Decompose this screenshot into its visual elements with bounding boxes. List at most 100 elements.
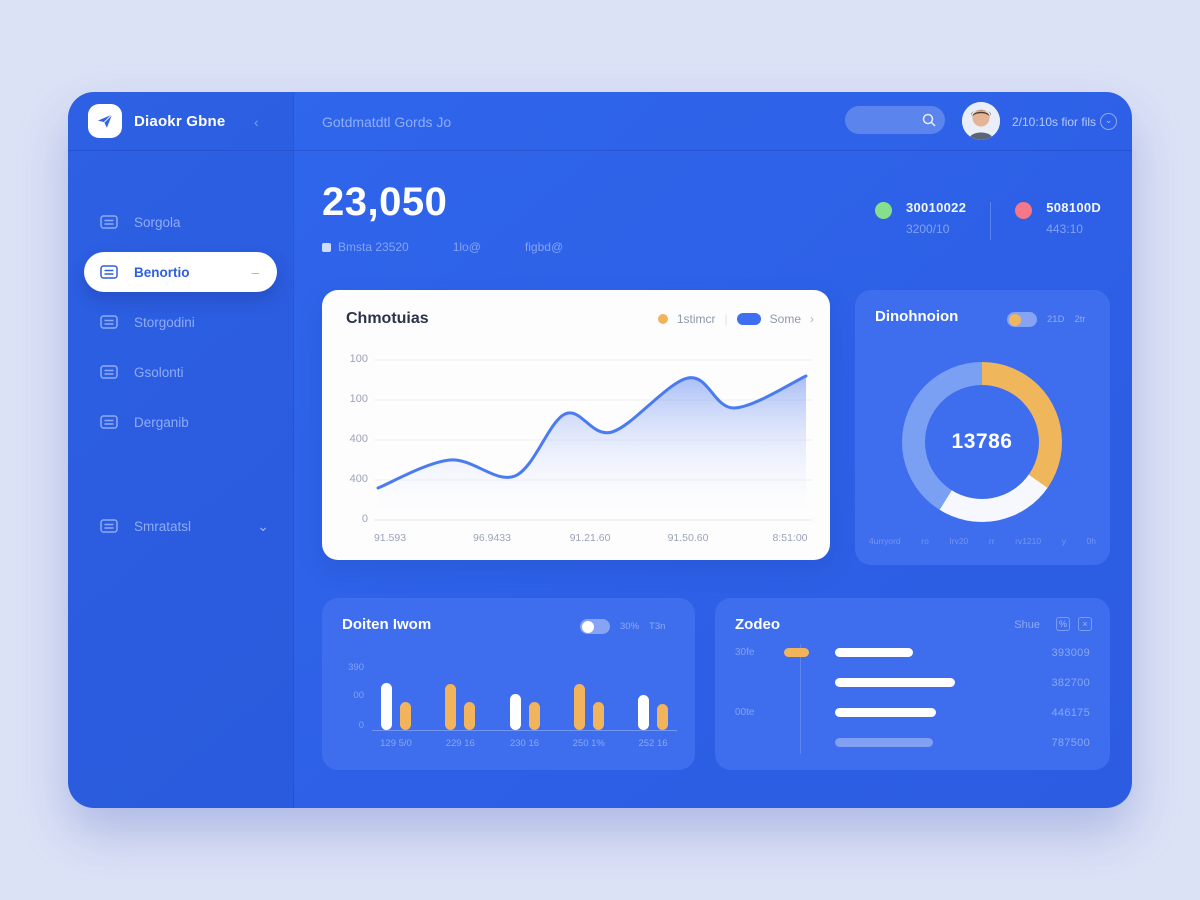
toggle-label: 21D [1047,314,1065,325]
sidebar-item-label: Gsolonti [134,364,184,380]
donut-footer-label: y [1061,536,1066,546]
donut-footer-label: 0h [1086,536,1096,546]
kpi-value: 23,050 [322,180,448,224]
toggle-label: 2tr [1074,314,1086,325]
sidebar-item-label: Benortio [134,264,190,280]
menu-icon [100,315,118,329]
row-progress-bar [835,648,913,657]
toggle-knob [1008,313,1021,326]
bar-pair [381,658,411,730]
bar-group-label: 230 16 [509,738,540,749]
stat-texts: 508100D 443:10 [1046,200,1101,236]
kpi-substat-text: 1lo@ [452,240,481,254]
row-value: 787500 [1051,737,1090,749]
list-item[interactable]: 382700 [735,668,1090,698]
list-item[interactable]: 787500 [735,728,1090,758]
y-tick-label: 0 [361,513,368,525]
logo-row: Diaokr Gbne [88,104,225,138]
list-item[interactable]: 00te 446175 [735,698,1090,728]
tall-bar [638,695,649,730]
bar-group-label: 252 16 [638,738,668,749]
collapse-icon[interactable]: ‹ [254,114,259,130]
bar-toggle[interactable] [580,619,610,634]
donut-footer-labels: 4urryord ro Irv20 rr rv1210 y 0h [869,536,1096,546]
chevron-down-icon[interactable]: ⌄ [257,517,269,534]
menu-icon [100,215,118,229]
sidebar-item-label: Sorgola [134,214,181,230]
legend-label: 1stimcr [676,312,716,326]
x-tick-label: 91.50.60 [667,532,709,544]
stat-divider [990,202,992,240]
sidebar-item-label: Derganib [134,414,189,430]
legend-swatch [736,313,761,325]
kpi-substat: figbd@ [525,240,563,254]
stat-block: 30010022 3200/10 [875,200,966,236]
app-logo[interactable] [88,104,122,138]
kpi-substat: 1lo@ [453,240,481,254]
progress-list-card: Zodeo Shue % × 30fe 393009 382700 00te 44617… [715,598,1110,770]
list-card-actions: % × [1056,617,1092,631]
avatar-image [962,102,1000,140]
sidebar-item-label: Storgodini [134,314,195,330]
donut-hole: 13786 [925,385,1039,499]
stat-icon [322,242,331,252]
sidebar-item-bottom[interactable]: Smratatsl ⌄ [84,506,277,546]
y-tick-label: 400 [349,473,368,485]
bar-group: 230 16 [503,658,547,749]
sidebar-item-gsolonti[interactable]: Gsolonti [84,352,277,392]
bar-group-label: 229 16 [445,738,475,749]
sidebar-nav: Sorgola Benortio – Storgodini Gsolonti Dergan… [68,192,293,452]
sidebar-item-sorgola[interactable]: Sorgola [84,202,277,242]
short-bar [592,702,604,730]
close-icon[interactable]: × [1078,617,1092,631]
search-icon [922,113,936,127]
user-label: 2/10:10s fior fils [1012,115,1097,129]
toggle-knob [581,620,594,633]
menu-icon [100,265,118,279]
bar-baseline [372,730,677,731]
x-tick-label: 8:51:00 [772,532,808,544]
list-axis-line [800,644,801,754]
donut-toggle[interactable] [1007,312,1037,327]
bar-group: 250 1% [567,658,611,749]
bar-group: 229 16 [438,658,482,749]
stat-value: 508100D [1046,200,1102,215]
legend-swatch [657,314,668,324]
y-tick-label: 400 [349,433,368,445]
donut-footer-label: rr [988,536,995,546]
row-progress-bar [835,678,955,687]
summary-stats: 30010022 3200/10 508100D 443:10 [875,200,1101,240]
dropdown-icon[interactable]: ⌄ [1100,113,1117,130]
stat-texts: 30010022 3200/10 [906,200,966,236]
sidebar: Diaokr Gbne ‹ Sorgola Benortio – Storgodini… [68,92,294,808]
row-label: 30fe [735,647,755,658]
row-value: 446175 [1051,707,1090,719]
card-title: Dinohnoion [875,308,959,325]
stat-block: 508100D 443:10 [1015,200,1101,236]
app-window: Diaokr Gbne ‹ Sorgola Benortio – Storgodini… [68,92,1132,808]
list-action-label[interactable]: Shue [1014,619,1040,631]
status-dot [875,202,892,219]
search-input[interactable] [845,106,945,134]
chart-legend: 1stimcr | Some › [657,312,814,326]
donut-footer-label: rv1210 [1015,536,1042,546]
sidebar-item-benortio[interactable]: Benortio – [84,252,277,292]
sidebar-item-derganib[interactable]: Derganib [84,402,277,442]
bar-toggle-labels: 30% T3n [620,621,665,632]
line-chart [374,359,812,521]
card-title: Zodeo [735,616,780,633]
short-bar [464,702,476,730]
donut-chart-card: Dinohnoion 21D 2tr 13786 4urryord ro Irv20 r… [855,290,1110,565]
chevron-right-icon[interactable]: › [810,312,814,326]
sidebar-item-storgodini[interactable]: Storgodini [84,302,277,342]
sidebar-item-label: Smratatsl [134,518,192,534]
kpi-substat-text: figbd@ [524,240,564,254]
avatar[interactable] [962,102,1000,140]
legend-divider: | [724,312,728,326]
bar-chart-card: Doiten Iwom 30% T3n 390 00 0 129 5/0 229 16 2… [322,598,695,770]
app-title: Diaokr Gbne [134,112,226,130]
percent-icon[interactable]: % [1056,617,1070,631]
list-item[interactable]: 30fe 393009 [735,638,1090,668]
y-tick-label: 100 [349,353,368,365]
